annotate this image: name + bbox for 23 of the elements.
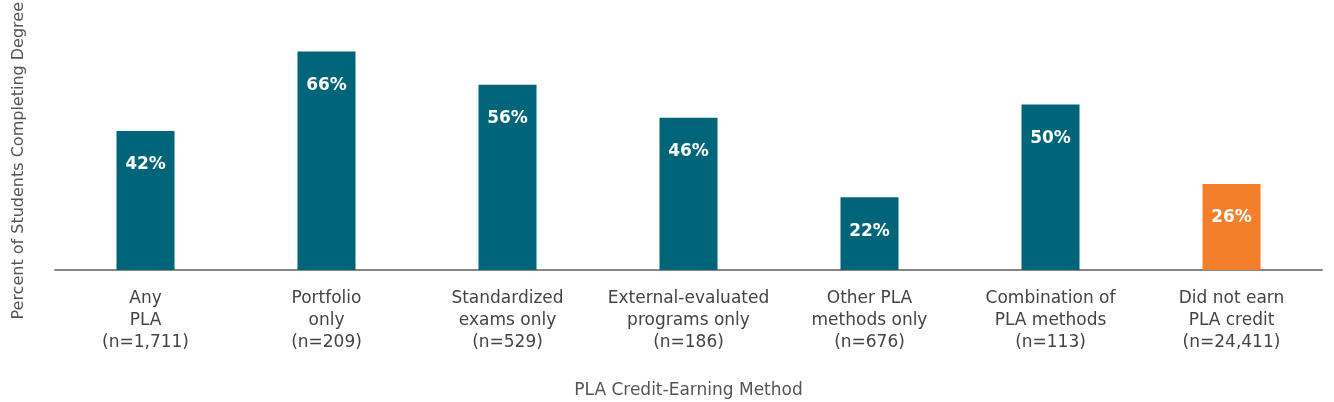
- bar: [1021, 104, 1080, 270]
- x-tick-label: Combination of PLA methods (n=113): [985, 287, 1117, 351]
- x-tick-label: Any PLA (n=1,711): [102, 287, 189, 351]
- x-tick-label: Standardized exams only (n=529): [451, 287, 564, 351]
- bar: [116, 130, 175, 270]
- x-axis-title: PLA Credit-Earning Method: [574, 378, 803, 399]
- data-label: 56%: [487, 107, 528, 128]
- bar: [1202, 183, 1261, 270]
- data-label: 50%: [1030, 126, 1071, 147]
- x-tick-label: Portfolio only (n=209): [291, 287, 362, 351]
- bar: [297, 51, 356, 270]
- y-axis-title: Percent of Students Completing Degree: [7, 2, 27, 320]
- data-label: 66%: [306, 74, 347, 95]
- data-label: 46%: [668, 140, 709, 161]
- bar: [478, 84, 537, 270]
- data-label: 26%: [1211, 206, 1252, 227]
- bar: [840, 197, 899, 270]
- bar: [659, 117, 718, 270]
- x-tick-label: Other PLA methods only (n=676): [811, 287, 928, 351]
- x-tick-label: External-evaluated programs only (n=186): [607, 287, 770, 351]
- data-label: 22%: [849, 219, 890, 240]
- x-tick-label: Did not earn PLA credit (n=24,411): [1178, 287, 1285, 351]
- data-label: 42%: [125, 153, 166, 174]
